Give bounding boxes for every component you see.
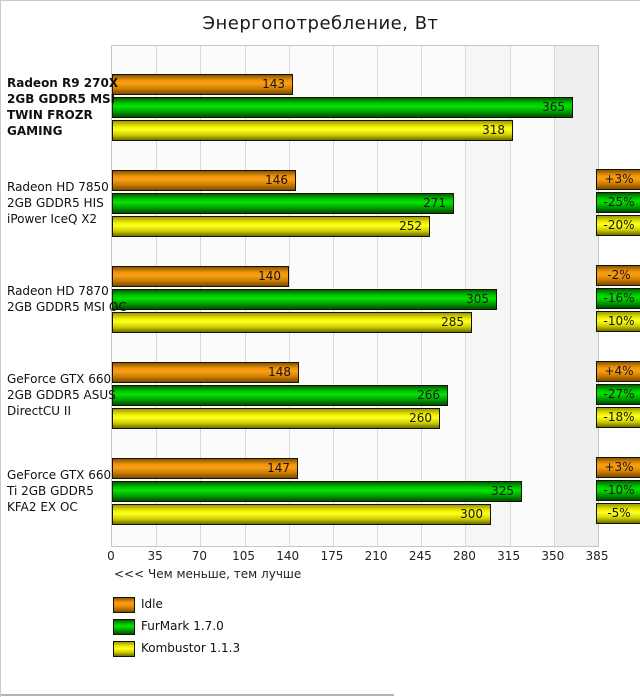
x-axis-tick-label: 105 (232, 549, 255, 563)
idle-bar-value: 146 (265, 173, 288, 187)
furmark-bar-value: 305 (466, 292, 489, 306)
furmark-percent-badge: -27% (596, 384, 640, 405)
x-axis-tick-label: 70 (191, 549, 207, 563)
idle-bar: 143 (112, 74, 293, 95)
row-label-line: 2GB GDDR5 MSI OC (7, 300, 127, 314)
idle-bar-value: 147 (267, 461, 290, 475)
bottom-divider (1, 694, 394, 696)
row-label-line: 2GB GDDR5 HIS (7, 196, 104, 210)
row-label: Radeon R9 270X 2GB GDDR5 MSI TWIN FROZR GAM… (7, 75, 119, 139)
row-label-line: Radeon R9 270X (7, 76, 119, 90)
x-axis-tick-label: 315 (497, 549, 521, 563)
idle-percent-badge: +3% (596, 169, 640, 190)
kombustor-bar-value: 252 (399, 219, 422, 233)
row-label-line: DirectCU II (7, 404, 71, 418)
kombustor-bar-value: 285 (441, 315, 464, 329)
chart-title: Энергопотребление, Вт (202, 13, 439, 34)
kombustor-percent-badge: -20% (596, 215, 640, 236)
furmark-legend-swatch (113, 619, 135, 635)
row-label: GeForce GTX 660 2GB GDDR5 ASUS DirectCU II (7, 371, 116, 419)
row-label-line: Ti 2GB GDDR5 (7, 484, 94, 498)
row-label: GeForce GTX 660 Ti 2GB GDDR5 KFA2 EX OC (7, 467, 112, 515)
row-label-line: Radeon HD 7850 (7, 180, 109, 194)
legend-label: Kombustor 1.1.3 (141, 641, 241, 655)
furmark-bar: 266 (112, 385, 448, 406)
plot-area: 143 365 318 146 271 252 140 305 285 148 266 260 147 3… (111, 45, 599, 547)
gridline (554, 46, 555, 546)
x-axis-tick-label: 350 (541, 549, 565, 563)
kombustor-bar-value: 300 (460, 507, 483, 521)
idle-legend-swatch (113, 597, 135, 613)
idle-bar-value: 143 (262, 77, 285, 91)
x-axis-tick-label: 35 (147, 549, 163, 563)
kombustor-legend-swatch (113, 641, 135, 657)
furmark-bar-value: 271 (423, 196, 446, 210)
kombustor-percent-badge: -10% (596, 311, 640, 332)
row-label-line: GeForce GTX 660 (7, 372, 112, 386)
idle-bar-value: 140 (258, 269, 281, 283)
row-label-line: GAMING (7, 124, 63, 138)
furmark-bar: 271 (112, 193, 454, 214)
furmark-bar: 365 (112, 97, 573, 118)
x-axis-tick-label: 0 (107, 549, 115, 563)
idle-bar: 147 (112, 458, 298, 479)
row-label: Radeon HD 7870 2GB GDDR5 MSI OC (7, 283, 127, 315)
kombustor-bar: 252 (112, 216, 430, 237)
row-label-line: Radeon HD 7870 (7, 284, 109, 298)
idle-bar: 146 (112, 170, 296, 191)
kombustor-bar: 285 (112, 312, 472, 333)
kombustor-bar-value: 318 (482, 123, 505, 137)
x-axis-tick-label: 140 (276, 549, 300, 563)
idle-percent-badge: +3% (596, 457, 640, 478)
row-label-line: iPower IceQ X2 (7, 212, 98, 226)
x-axis-tick-label: 210 (364, 549, 388, 563)
idle-bar: 140 (112, 266, 289, 287)
row-label-line: 2GB GDDR5 ASUS (7, 388, 116, 402)
furmark-bar-value: 325 (491, 484, 514, 498)
row-label-line: GeForce GTX 660 (7, 468, 112, 482)
row-label: Radeon HD 7850 2GB GDDR5 HIS iPower IceQ X… (7, 179, 109, 227)
kombustor-percent-badge: -18% (596, 407, 640, 428)
kombustor-percent-badge: -5% (596, 503, 640, 524)
legend-label: FurMark 1.7.0 (141, 619, 224, 633)
idle-percent-badge: -2% (596, 265, 640, 286)
furmark-percent-badge: -10% (596, 480, 640, 501)
idle-bar-value: 148 (268, 365, 291, 379)
kombustor-bar: 318 (112, 120, 513, 141)
row-label-line: KFA2 EX OC (7, 500, 78, 514)
furmark-bar-value: 365 (542, 100, 565, 114)
x-axis-tick-label: 385 (585, 549, 609, 563)
x-axis-tick-label: 280 (453, 549, 476, 563)
idle-bar: 148 (112, 362, 299, 383)
plot-shaded-band (553, 46, 598, 546)
row-label-line: TWIN FROZR (7, 108, 93, 122)
axis-note: <<< Чем меньше, тем лучше (114, 567, 302, 581)
furmark-bar: 305 (112, 289, 497, 310)
furmark-percent-badge: -16% (596, 288, 640, 309)
idle-percent-badge: +4% (596, 361, 640, 382)
kombustor-bar-value: 260 (409, 411, 432, 425)
gridline (510, 46, 511, 546)
legend-label: Idle (141, 597, 163, 611)
x-axis-tick-label: 245 (408, 549, 432, 563)
kombustor-bar: 260 (112, 408, 440, 429)
kombustor-bar: 300 (112, 504, 491, 525)
furmark-bar: 325 (112, 481, 522, 502)
furmark-bar-value: 266 (417, 388, 440, 402)
furmark-percent-badge: -25% (596, 192, 640, 213)
row-label-line: 2GB GDDR5 MSI (7, 92, 116, 106)
x-axis-tick-label: 175 (320, 549, 344, 563)
